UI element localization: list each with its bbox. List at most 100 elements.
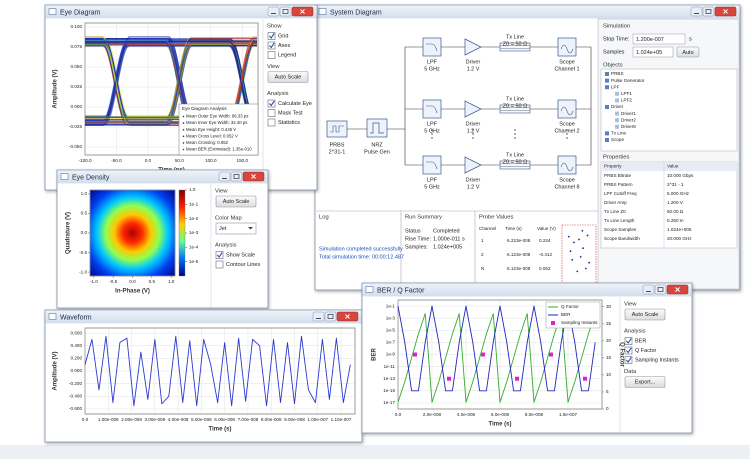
y-tick-label: 1e-17 [383,400,395,405]
tree-item[interactable]: Driver8 [621,124,636,129]
x-tick-label: 0.5 [149,279,156,284]
dropdown[interactable] [215,222,257,235]
tree-item[interactable]: PRBS [611,71,624,76]
scope-block[interactable] [557,99,577,119]
button[interactable] [215,195,257,208]
maximize-button[interactable] [279,6,292,17]
table-cell: 50.00 Ω [667,209,684,214]
driver-block[interactable] [464,156,482,174]
y2-tick-label: 30 [606,304,612,309]
tree-item[interactable]: Driver [611,104,624,109]
block-label: LPF [427,121,438,127]
maximize-button[interactable] [702,6,715,17]
checkbox-label: Show Scale [226,252,255,258]
checkbox[interactable] [267,118,276,127]
section-label: Color Map [215,216,242,222]
scope-block[interactable] [557,155,577,175]
table-cell: PRBS Pattern [604,182,633,187]
bullet [182,122,185,124]
x-tick-label: 6.0e-008 [491,412,510,417]
panel-title: Log [319,215,329,221]
block-sublabel: Pulse Gen [364,149,390,155]
tree-item[interactable]: Driver2 [621,117,636,122]
analysis-line: Mean BER (Estimated): 1.35e-010 [186,147,252,152]
panel-title: Properties [603,155,630,161]
table-cell: 0.250 m [667,218,684,223]
minimize-button[interactable] [218,171,231,182]
tree-item[interactable]: Pulse Generator [611,78,645,83]
txline-block[interactable] [499,42,531,52]
scatter-point [588,261,591,264]
text-field[interactable] [632,33,686,45]
checkbox[interactable] [267,32,276,40]
lpf-block[interactable] [422,37,442,57]
minimize-button[interactable] [312,311,325,322]
maximize-button[interactable] [230,171,243,182]
driver-block[interactable] [464,38,482,56]
checkbox[interactable] [267,99,276,108]
button[interactable] [624,308,666,321]
button[interactable] [676,46,700,58]
sampling-marker [447,376,451,381]
lpf-block[interactable] [422,99,442,119]
txline-icon [500,45,530,49]
table-cell: 6.123e-008 [507,252,531,257]
y-tick-label: 0.050 [71,64,83,69]
eye-trace [85,36,257,117]
tree-item[interactable]: LPF2 [621,98,632,103]
minimize-button[interactable] [642,284,655,295]
minimize-button[interactable] [690,6,703,17]
checkbox[interactable] [267,41,276,50]
window-title: Eye Density [72,174,110,181]
tree-item[interactable]: LPF1 [621,91,632,96]
text-field[interactable] [632,46,674,58]
lpf-block[interactable] [422,155,442,175]
bullet [182,135,185,138]
checkbox[interactable] [215,260,224,269]
tree-view [600,68,738,152]
prbs-block[interactable] [326,120,348,138]
checkmark [268,33,275,39]
analysis-line: Mean Cross Level: 0.052 V [186,133,238,138]
checkbox[interactable] [215,251,224,259]
nrz-block[interactable] [366,118,388,138]
maximize-button[interactable] [654,284,667,295]
y-tick-label: 0.600 [71,330,83,335]
colorbar-label: 1e-1 [189,202,199,207]
button[interactable] [267,71,309,83]
minimize-button[interactable] [267,6,280,17]
maximize-button[interactable] [324,311,337,322]
checkbox-label: BER [635,338,646,344]
tree-icon [605,72,609,76]
txline-block[interactable] [499,104,531,114]
tree-item[interactable]: Tx Line [611,131,627,136]
y-tick-label: -0.025 [69,124,82,129]
y2-tick-label: 20 [606,338,612,343]
tree-icon [605,105,609,109]
checkbox[interactable] [624,337,633,345]
table-header: Value [667,164,679,169]
tree-item[interactable]: LPF [611,84,620,89]
tree-item[interactable]: Driver1 [621,111,636,116]
txline-block[interactable] [499,160,531,170]
close-icon [300,9,305,14]
checkbox[interactable] [267,51,276,59]
checkbox[interactable] [267,109,276,117]
block-label: Driver [466,59,481,65]
button-label: Auto [682,50,693,56]
section-label: View [267,64,280,70]
x-tick-label: 1.10e-007 [331,417,352,422]
checkbox[interactable] [624,356,633,364]
maximize-icon [657,287,664,292]
tree-item[interactable]: Scope [611,137,624,142]
checkbox-label: Calculate Eye [278,101,312,107]
button[interactable] [624,376,666,388]
driver-block[interactable] [464,100,482,118]
table-cell: 2 [481,252,484,257]
analysis-title: Eye Diagram Analysis [182,106,227,111]
y-tick-label: 0.075 [71,44,83,49]
x-tick-label: 4.0e-008 [457,412,476,417]
table-header: Channel [479,226,496,231]
checkbox[interactable] [624,346,633,355]
scope-block[interactable] [557,37,577,57]
